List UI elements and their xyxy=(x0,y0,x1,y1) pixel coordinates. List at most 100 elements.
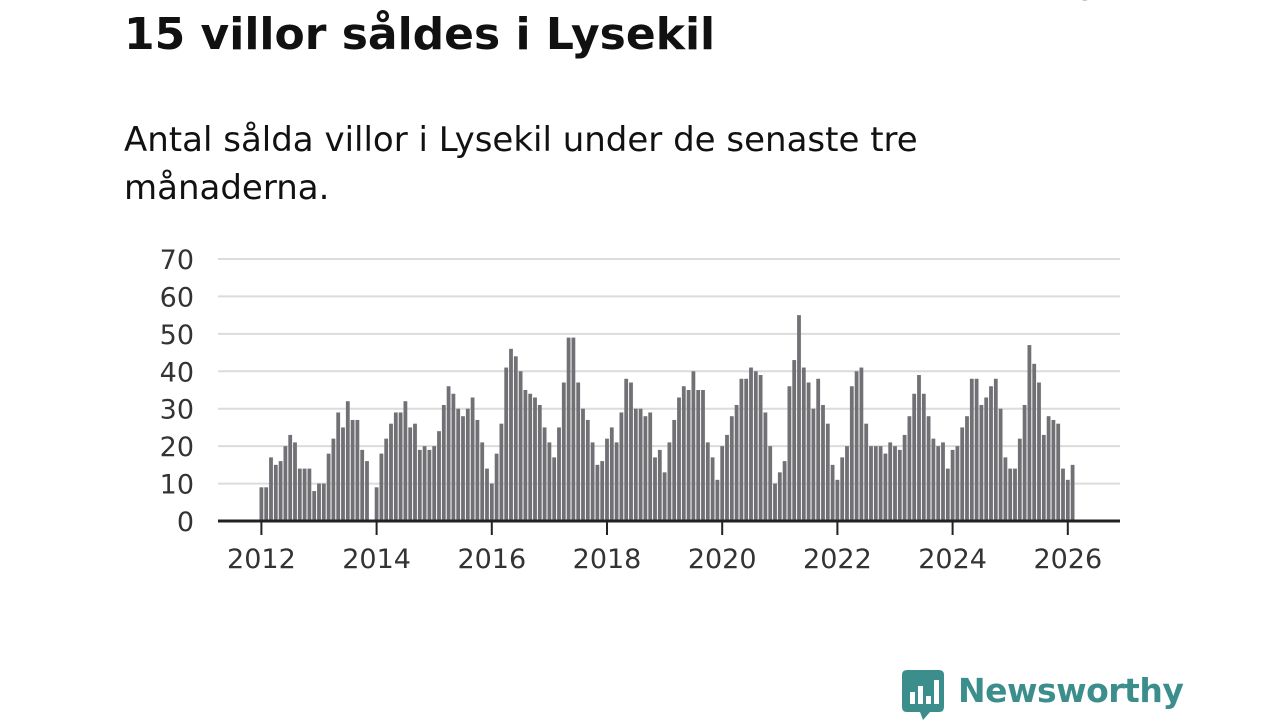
bar xyxy=(662,472,667,521)
newsworthy-logo-text: Newsworthy xyxy=(958,671,1184,710)
x-tick-label: 2026 xyxy=(1033,544,1102,575)
gridlines xyxy=(218,258,1120,485)
bar xyxy=(643,416,648,521)
bar xyxy=(1032,363,1037,521)
bar xyxy=(845,446,849,521)
bar xyxy=(379,453,384,521)
newsworthy-logo: Newsworthy xyxy=(902,670,1184,720)
bar xyxy=(494,453,499,521)
bar xyxy=(317,483,321,521)
bar xyxy=(984,397,989,521)
bar xyxy=(585,419,590,521)
bar xyxy=(576,382,581,521)
bar xyxy=(345,401,350,521)
bar xyxy=(648,412,653,521)
bar xyxy=(965,416,969,521)
bar xyxy=(273,464,278,521)
bar xyxy=(854,371,859,521)
bar xyxy=(365,461,369,521)
x-tick-label: 2024 xyxy=(918,544,987,575)
bar xyxy=(470,397,475,521)
bar xyxy=(768,446,773,521)
bar xyxy=(1070,464,1075,521)
y-tick-label: 40 xyxy=(160,357,194,388)
bar xyxy=(763,412,768,521)
bar xyxy=(931,438,936,521)
x-tick-label: 2012 xyxy=(227,544,296,575)
bar xyxy=(888,442,893,521)
bar xyxy=(518,371,523,521)
bar xyxy=(1008,468,1013,521)
bar xyxy=(523,390,528,521)
x-tick-label: 2016 xyxy=(457,544,526,575)
bar xyxy=(259,487,264,521)
bar xyxy=(1061,468,1065,521)
bar xyxy=(993,378,998,521)
bar xyxy=(461,416,465,521)
x-tick-label: 2018 xyxy=(573,544,642,575)
chart-subtitle: Antal sålda villor i Lysekil under de se… xyxy=(124,120,918,208)
y-tick-label: 60 xyxy=(160,282,194,313)
bar xyxy=(302,468,307,521)
bar xyxy=(950,449,955,521)
chart-title: 15 villor såldes i Lysekil xyxy=(124,9,716,60)
bar xyxy=(360,449,365,521)
bar xyxy=(917,375,921,521)
bar xyxy=(355,419,360,521)
bar xyxy=(777,472,782,521)
bar xyxy=(883,453,888,521)
bar xyxy=(782,461,787,521)
bar xyxy=(1013,468,1017,521)
bar xyxy=(989,386,993,521)
bar xyxy=(552,457,557,521)
bar xyxy=(902,434,907,521)
bar xyxy=(504,367,509,521)
bar xyxy=(283,446,288,521)
bar xyxy=(609,427,614,521)
bar xyxy=(897,449,902,521)
bar xyxy=(408,427,413,521)
bar xyxy=(801,367,806,521)
bar xyxy=(921,393,926,521)
bar xyxy=(657,449,662,521)
y-tick-label: 30 xyxy=(160,395,194,426)
bar xyxy=(374,487,379,521)
bar xyxy=(489,483,494,521)
bar xyxy=(393,412,398,521)
bar xyxy=(446,386,451,521)
bar xyxy=(864,423,869,521)
bar xyxy=(312,491,317,521)
bar xyxy=(969,378,974,521)
bar xyxy=(293,442,297,521)
bar xyxy=(417,449,422,521)
bar xyxy=(701,390,705,521)
bar xyxy=(893,446,897,521)
bar xyxy=(1022,404,1027,521)
bar xyxy=(878,446,883,521)
bar xyxy=(653,457,657,521)
bar xyxy=(437,431,441,521)
bar xyxy=(720,446,725,521)
bar xyxy=(269,457,273,521)
bar xyxy=(912,393,917,521)
bar xyxy=(1051,419,1056,521)
bar xyxy=(672,419,677,521)
bar xyxy=(941,442,945,521)
bar xyxy=(341,427,345,521)
bar xyxy=(744,378,749,521)
bar xyxy=(326,453,331,521)
bar xyxy=(451,393,456,521)
bar xyxy=(475,419,480,521)
bar xyxy=(979,404,984,521)
bar xyxy=(667,442,672,521)
bar xyxy=(873,446,878,521)
bar xyxy=(633,408,638,521)
y-tick-label: 70 xyxy=(160,245,194,276)
bar xyxy=(686,390,691,521)
bar xyxy=(307,468,312,521)
x-tick-label: 2020 xyxy=(688,544,757,575)
bar xyxy=(936,446,941,521)
bar xyxy=(725,434,729,521)
bar xyxy=(849,386,854,521)
bar xyxy=(571,337,576,521)
